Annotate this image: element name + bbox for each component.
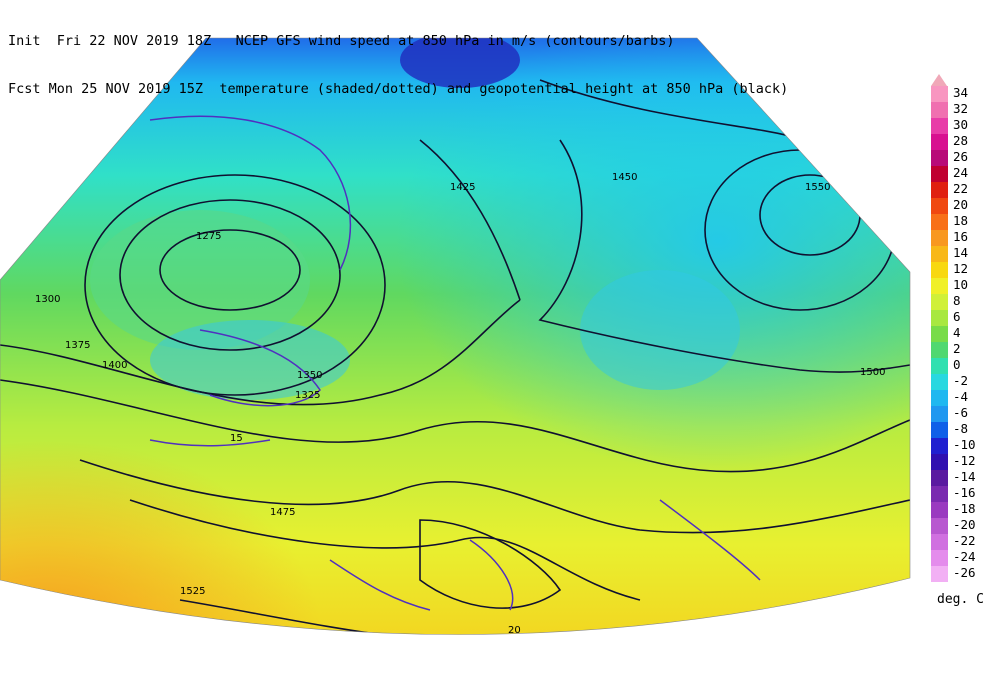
legend-swatch <box>931 502 948 518</box>
legend-label: 26 <box>953 149 969 164</box>
legend-label: -10 <box>953 437 976 452</box>
legend-swatch <box>931 470 948 486</box>
legend-label: -2 <box>953 373 969 388</box>
legend-label: 4 <box>953 325 961 340</box>
legend-label: -14 <box>953 469 976 484</box>
legend-label: 2 <box>953 341 961 356</box>
wind-label: 15 <box>230 433 243 444</box>
wind-contours <box>149 115 761 611</box>
legend-label: -24 <box>953 549 976 564</box>
cold-pool-scandinavia <box>400 38 520 88</box>
legend-label: 8 <box>953 293 961 308</box>
legend-swatch <box>931 342 948 358</box>
height-label: 1450 <box>612 172 637 183</box>
low-atlantic <box>90 210 310 350</box>
height-label: 1300 <box>35 294 60 305</box>
legend-label: 34 <box>953 85 969 100</box>
legend-swatch <box>931 310 948 326</box>
legend-swatch <box>931 230 948 246</box>
legend-swatch <box>931 422 948 438</box>
temperature-field <box>0 38 910 635</box>
map-frame <box>0 37 911 635</box>
legend-swatch <box>931 198 948 214</box>
legend-label: 0 <box>953 357 961 372</box>
forecast-line: Fcst Mon 25 NOV 2019 15Z temperature (sh… <box>8 81 789 97</box>
legend-swatch <box>931 182 948 198</box>
legend-swatch <box>931 358 948 374</box>
legend-label: -26 <box>953 565 976 580</box>
legend-label: 16 <box>953 229 969 244</box>
height-label: 1475 <box>270 507 295 518</box>
legend-swatch <box>931 486 948 502</box>
height-label: 1350 <box>297 370 322 381</box>
legend-label: -16 <box>953 485 976 500</box>
legend-swatch <box>931 246 948 262</box>
legend-label: -20 <box>953 517 976 532</box>
legend-label: 20 <box>953 197 969 212</box>
legend-swatch <box>931 150 948 166</box>
legend-swatch <box>931 102 948 118</box>
legend-swatch <box>931 534 948 550</box>
chart-header: Init Fri 22 NOV 2019 18Z NCEP GFS wind s… <box>8 1 788 113</box>
cold-tongue-atlantic <box>150 320 350 400</box>
legend-arrow-icon <box>931 74 947 86</box>
legend-label: -6 <box>953 405 969 420</box>
cold-pool-east <box>580 270 740 390</box>
legend-unit: deg. C <box>937 592 984 607</box>
height-label: 1400 <box>102 360 127 371</box>
legend-label: 18 <box>953 213 969 228</box>
legend-label: 22 <box>953 181 969 196</box>
legend-label: -12 <box>953 453 976 468</box>
height-label: 1500 <box>860 367 885 378</box>
warm-spot-africa <box>130 620 210 635</box>
legend-swatch <box>931 390 948 406</box>
legend-swatch <box>931 118 948 134</box>
legend-label: 24 <box>953 165 969 180</box>
legend-swatch <box>931 214 948 230</box>
legend-swatch <box>931 438 948 454</box>
height-label: 1275 <box>196 231 221 242</box>
legend-swatch <box>931 374 948 390</box>
legend-label: -4 <box>953 389 969 404</box>
legend-label: 32 <box>953 101 969 116</box>
legend-swatch <box>931 326 948 342</box>
legend-label: 30 <box>953 117 969 132</box>
legend-swatch <box>931 166 948 182</box>
legend-swatch <box>931 262 948 278</box>
height-contours <box>0 79 910 635</box>
legend-swatch <box>931 454 948 470</box>
height-label: 1325 <box>295 390 320 401</box>
legend-label: -18 <box>953 501 976 516</box>
legend-label: 10 <box>953 277 969 292</box>
wind-label: 20 <box>508 625 521 636</box>
height-label: 1550 <box>805 182 830 193</box>
legend-swatch <box>931 518 948 534</box>
legend-label: 14 <box>953 245 969 260</box>
legend-swatch <box>931 294 948 310</box>
height-label: 1425 <box>450 182 475 193</box>
legend-label: -8 <box>953 421 969 436</box>
legend-swatch <box>931 278 948 294</box>
temperature-legend: 34 32 30 28 26 24 22 20 18 16 14 12 10 8 6 4 2 0 -2 -4 -6 -8-… <box>931 74 991 607</box>
legend-label: 12 <box>953 261 969 276</box>
height-label: 1375 <box>65 340 90 351</box>
legend-swatch <box>931 406 948 422</box>
legend-label: -22 <box>953 533 976 548</box>
height-label: 1525 <box>180 586 205 597</box>
init-line: Init Fri 22 NOV 2019 18Z NCEP GFS wind s… <box>8 33 675 49</box>
legend-swatch <box>931 566 948 582</box>
legend-label: 6 <box>953 309 961 324</box>
legend-swatch <box>931 134 948 150</box>
legend-swatch <box>931 86 948 102</box>
legend-swatch <box>931 550 948 566</box>
contour-labels: 1275 1375 1400 1425 1450 1500 1525 1550 … <box>35 172 885 636</box>
legend-label: 28 <box>953 133 969 148</box>
